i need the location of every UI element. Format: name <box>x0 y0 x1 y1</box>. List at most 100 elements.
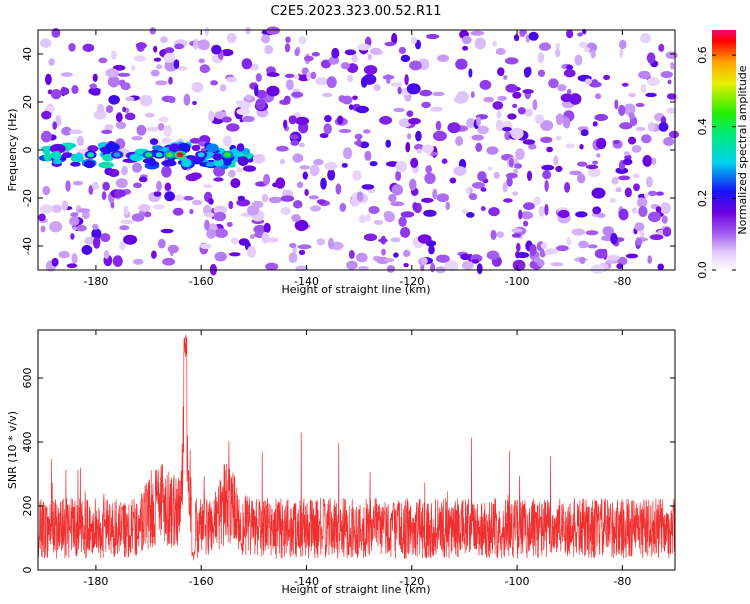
heatmap-cell <box>594 248 608 259</box>
heatmap-cell <box>632 207 637 214</box>
heatmap-cell <box>437 54 449 62</box>
heatmap-cell <box>633 183 640 192</box>
heatmap-cell <box>266 85 280 97</box>
heatmap-cell <box>102 181 110 191</box>
heatmap-cell <box>417 234 432 244</box>
heatmap-cell <box>466 212 475 218</box>
heatmap-cell <box>512 259 526 272</box>
heatmap-cell <box>403 249 411 257</box>
heatmap-cell <box>603 74 611 80</box>
heatmap-cell <box>153 45 158 53</box>
colorbar-tick-label: 0.2 <box>696 190 709 208</box>
heatmap-cell <box>167 96 176 104</box>
heatmap-cell <box>213 211 226 222</box>
heatmap-cell <box>610 232 618 245</box>
heatmap-cell <box>153 57 162 62</box>
heatmap-cell <box>163 52 175 63</box>
heatmap-cell <box>293 200 303 209</box>
heatmap-cell <box>410 157 419 168</box>
heatmap-cell <box>96 103 105 114</box>
heatmap-cell <box>268 196 282 204</box>
colorbar-tick-label: 0.6 <box>696 46 709 64</box>
heatmap-cell <box>618 208 629 221</box>
heatmap-cell <box>149 138 159 146</box>
heatmap-cell <box>507 113 517 120</box>
heatmap-cell <box>38 213 46 222</box>
x-tick-label: -80 <box>613 575 631 588</box>
heatmap-cell <box>416 148 422 154</box>
heatmap-cell <box>408 117 421 125</box>
heatmap-cell <box>393 252 399 258</box>
heatmap-cell <box>447 122 461 134</box>
heatmap-cell <box>635 102 645 108</box>
heatmap-cell <box>658 122 669 132</box>
heatmap-cell <box>321 92 333 98</box>
heatmap-cell <box>615 167 629 175</box>
heatmap-cell <box>504 131 512 141</box>
heatmap-cell <box>88 87 101 95</box>
heatmap-cell <box>236 167 243 173</box>
heatmap-cell <box>69 129 83 135</box>
heatmap-cell <box>51 204 62 213</box>
heatmap-cell <box>55 114 62 127</box>
heatmap-cell <box>230 237 239 245</box>
heatmap-cell <box>619 48 624 58</box>
heatmap-cell <box>611 176 619 185</box>
heatmap-cell <box>346 260 358 270</box>
heatmap-cell <box>161 165 172 178</box>
heatmap-cell <box>49 221 63 233</box>
heatmap-cell <box>93 110 107 120</box>
heatmap-cell <box>633 173 640 179</box>
heatmap-cell <box>638 70 651 80</box>
heatmap-cell <box>164 191 176 202</box>
heatmap-cell <box>524 108 534 117</box>
heatmap-cell <box>41 110 52 120</box>
y-tick-label: 0 <box>21 147 34 154</box>
heatmap-cell <box>657 263 664 271</box>
heatmap-cell <box>316 238 326 246</box>
snr-panel: -180 -160 -140 -120 -100 -80 0 200 400 600 Heigh… <box>6 329 676 596</box>
heatmap-cell <box>172 207 184 216</box>
heatmap-cell <box>519 29 528 35</box>
heatmap-cell <box>236 108 250 116</box>
heatmap-cell <box>294 219 309 232</box>
x-tick-label: -80 <box>613 275 631 288</box>
heatmap-cell <box>283 119 288 129</box>
heatmap-cell <box>130 65 136 72</box>
heatmap-cell <box>380 235 387 245</box>
heatmap-cell <box>462 209 468 214</box>
y-tick-label: -20 <box>21 189 34 207</box>
heatmap-cell <box>254 85 259 97</box>
heatmap-cell <box>296 181 304 188</box>
heatmap-cell <box>298 142 305 148</box>
heatmap-cell <box>228 252 241 257</box>
heatmap-cell <box>522 89 534 94</box>
heatmap-cell <box>373 219 384 225</box>
heatmap-cell <box>365 213 371 222</box>
heatmap-cell <box>192 100 197 106</box>
heatmap-cell <box>544 249 554 256</box>
heatmap-cell <box>414 143 424 151</box>
heatmap-cell <box>189 208 194 215</box>
figure-title: C2E5.2023.323.00.52.R11 <box>270 4 441 19</box>
heatmap-cell <box>369 161 378 167</box>
heatmap-cell <box>523 202 535 211</box>
heatmap-cell <box>107 75 120 88</box>
heatmap-cell <box>618 104 626 116</box>
heatmap-cell <box>512 91 522 99</box>
heatmap-cell <box>77 208 91 213</box>
heatmap-cell <box>409 60 422 71</box>
heatmap-cell <box>48 58 55 66</box>
heatmap-cell <box>636 197 648 208</box>
heatmap-cell <box>205 162 215 167</box>
heatmap-cell <box>514 163 523 169</box>
heatmap-cell <box>308 195 319 200</box>
heatmap-cell <box>352 170 362 181</box>
snr-series-line <box>37 334 676 561</box>
heatmap-cell <box>397 86 402 95</box>
heatmap-cell <box>566 88 572 96</box>
heatmap-cell <box>470 30 485 36</box>
heatmap-cell <box>577 32 583 37</box>
heatmap-cell <box>619 122 633 130</box>
heatmap-cell <box>204 219 210 231</box>
